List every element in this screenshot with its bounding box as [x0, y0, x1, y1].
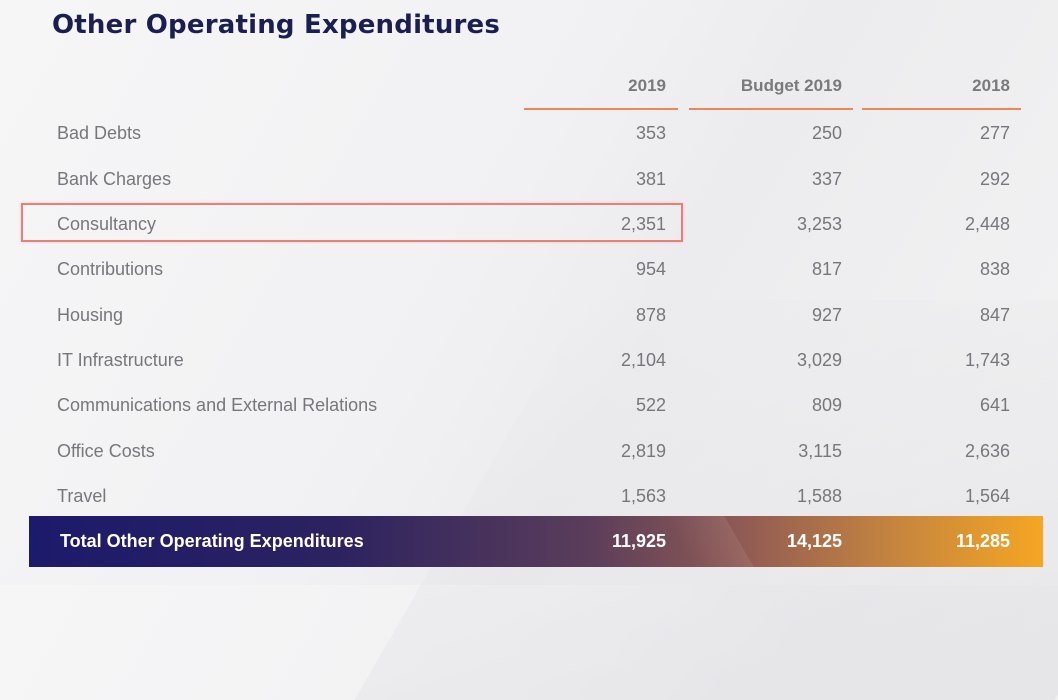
row-label: Travel — [57, 486, 107, 506]
cell-budget-2019: 250 — [811, 123, 842, 143]
cell-2018: 1,564 — [964, 486, 1010, 506]
cell-budget-2019: 3,253 — [796, 214, 842, 234]
cell-2019: 1,563 — [620, 486, 666, 506]
table-row: Bank Charges 381 337 292 — [0, 164, 1058, 194]
total-row: Total Other Operating Expenditures 11,92… — [29, 516, 1043, 567]
column-header-2018: 2018 — [972, 76, 1010, 95]
cell-2018: 838 — [979, 259, 1010, 279]
table-row: Travel 1,563 1,588 1,564 — [0, 481, 1058, 511]
table-row: IT Infrastructure 2,104 3,029 1,743 — [0, 345, 1058, 375]
column-header-2019: 2019 — [628, 76, 666, 95]
table-row: Contributions 954 817 838 — [0, 254, 1058, 284]
cell-2018: 277 — [979, 123, 1010, 143]
table-row: Office Costs 2,819 3,115 2,636 — [0, 436, 1058, 466]
total-budget-2019: 14,125 — [786, 531, 842, 551]
row-label: Office Costs — [57, 441, 155, 461]
row-label: IT Infrastructure — [57, 350, 184, 370]
row-label: Communications and External Relations — [57, 395, 378, 415]
row-label: Consultancy — [57, 214, 157, 234]
cell-budget-2019: 3,029 — [796, 350, 842, 370]
cell-2018: 1,743 — [964, 350, 1010, 370]
total-2019: 11,925 — [611, 531, 666, 551]
row-label: Bad Debts — [57, 123, 142, 143]
row-label: Bank Charges — [57, 169, 172, 189]
cell-2019: 522 — [635, 395, 666, 415]
table-row: Bad Debts 353 250 277 — [0, 118, 1058, 148]
cell-2018: 2,636 — [964, 441, 1010, 461]
cell-2019: 2,819 — [620, 441, 666, 461]
table-row: Consultancy 2,351 3,253 2,448 — [0, 209, 1058, 239]
cell-budget-2019: 337 — [811, 169, 842, 189]
cell-2019: 2,351 — [620, 214, 666, 234]
row-label: Contributions — [57, 259, 164, 279]
cell-budget-2019: 809 — [811, 395, 842, 415]
header-rule-2019 — [524, 108, 678, 110]
total-label: Total Other Operating Expenditures — [60, 531, 364, 551]
cell-2018: 641 — [979, 395, 1010, 415]
cell-2018: 2,448 — [964, 214, 1010, 234]
header-rule-budget-2019 — [689, 108, 853, 110]
cell-2019: 381 — [635, 169, 666, 189]
cell-budget-2019: 1,588 — [796, 486, 842, 506]
row-label: Housing — [57, 305, 124, 325]
column-header-budget-2019: Budget 2019 — [740, 76, 842, 95]
cell-2019: 353 — [635, 123, 666, 143]
cell-budget-2019: 3,115 — [798, 441, 842, 461]
consultancy-highlight-box — [21, 203, 683, 242]
cell-2019: 954 — [635, 259, 666, 279]
cell-2019: 878 — [635, 305, 666, 325]
total-2018: 11,285 — [955, 531, 1010, 551]
cell-2019: 2,104 — [620, 350, 666, 370]
header-rule-2018 — [862, 108, 1021, 110]
cell-2018: 847 — [979, 305, 1010, 325]
page-title: Other Operating Expenditures — [52, 10, 501, 40]
cell-budget-2019: 927 — [811, 305, 842, 325]
cell-2018: 292 — [979, 169, 1010, 189]
table-row: Communications and External Relations 52… — [0, 390, 1058, 420]
table-row: Housing 878 927 847 — [0, 300, 1058, 330]
cell-budget-2019: 817 — [811, 259, 842, 279]
